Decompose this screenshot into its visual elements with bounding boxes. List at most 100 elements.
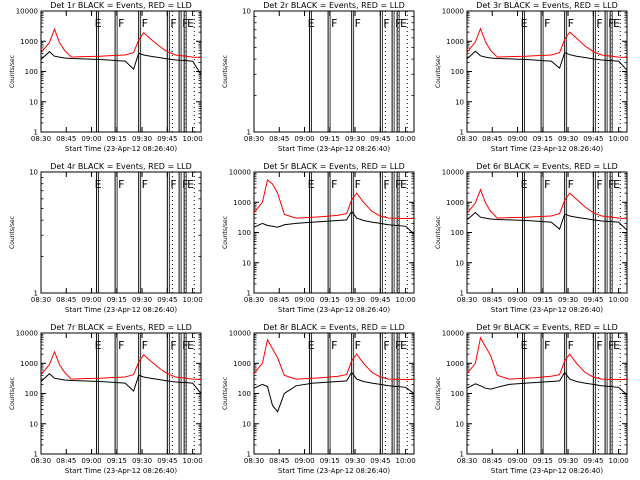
y-tick-label: 10 xyxy=(242,420,251,428)
x-axis-label: Start Time (23-Apr-12 08:26:40) xyxy=(278,145,390,153)
x-tick-label: 09:45 xyxy=(583,457,603,465)
x-tick-label: 08:30 xyxy=(457,457,477,465)
y-axis-label: Counts/sec xyxy=(435,55,442,88)
y-tick-label: 1000 xyxy=(233,199,251,207)
flag-letter: F xyxy=(383,17,389,30)
flag-letter: F xyxy=(568,339,574,352)
flag-letter: E xyxy=(95,339,102,352)
x-tick-label: 08:45 xyxy=(56,457,76,465)
panel-title: Det 1r BLACK = Events, RED = LLD xyxy=(50,1,192,10)
x-tick-label: 09:15 xyxy=(107,296,127,304)
flag-letter: E xyxy=(521,339,528,352)
y-tick-label: 1 xyxy=(34,451,38,459)
x-tick-label: 09:15 xyxy=(107,457,127,465)
flag-letter: F xyxy=(142,339,148,352)
x-axis-label: Start Time (23-Apr-12 08:26:40) xyxy=(65,306,177,314)
flag-letter: F xyxy=(395,17,401,30)
flag-letter: F xyxy=(544,17,550,30)
x-tick-label: 08:30 xyxy=(244,296,264,304)
series-lld-line xyxy=(40,27,202,58)
y-tick-label: 10000 xyxy=(442,8,464,16)
y-tick-label: 1 xyxy=(247,451,251,459)
y-tick-label: 10 xyxy=(455,420,464,428)
flag-letter: E xyxy=(95,178,102,191)
x-tick-label: 09:15 xyxy=(320,296,340,304)
flag-letter: E xyxy=(308,17,315,30)
x-axis-label: Start Time (23-Apr-12 08:26:40) xyxy=(491,467,603,475)
y-tick-label: 100 xyxy=(451,390,464,398)
y-tick-label: 10 xyxy=(29,98,38,106)
x-tick-label: 08:30 xyxy=(244,135,264,143)
y-tick-label: 100 xyxy=(238,229,251,237)
x-axis-label: Start Time (23-Apr-12 08:26:40) xyxy=(491,145,603,153)
y-axis-label: Counts/sec xyxy=(9,55,16,88)
y-tick-label: 10000 xyxy=(229,330,251,338)
x-tick-label: 08:45 xyxy=(482,296,502,304)
panel-title: Det 9r BLACK = Events, RED = LLD xyxy=(476,323,618,332)
y-tick-label: 1 xyxy=(460,290,464,298)
x-tick-label: 10:00 xyxy=(608,457,628,465)
flag-letter: F xyxy=(383,339,389,352)
x-tick-label: 09:30 xyxy=(132,296,152,304)
x-tick-label: 09:45 xyxy=(583,296,603,304)
flag-letter: F xyxy=(355,339,361,352)
x-axis-label: Start Time (23-Apr-12 08:26:40) xyxy=(65,145,177,153)
panel-title: Det 3r BLACK = Events, RED = LLD xyxy=(476,1,618,10)
y-tick-label: 10 xyxy=(242,8,251,16)
series-events-line xyxy=(40,373,202,394)
x-tick-label: 08:30 xyxy=(31,296,51,304)
flag-letter: F xyxy=(596,17,602,30)
x-tick-label: 09:45 xyxy=(157,296,177,304)
flag-letter: F xyxy=(170,17,176,30)
x-tick-label: 09:00 xyxy=(294,457,314,465)
x-tick-label: 09:00 xyxy=(294,135,314,143)
series-events-line xyxy=(466,50,628,71)
x-tick-label: 10:00 xyxy=(395,457,415,465)
x-tick-label: 09:15 xyxy=(533,296,553,304)
x-axis-label: Start Time (23-Apr-12 08:26:40) xyxy=(491,306,603,314)
y-tick-label: 1000 xyxy=(20,38,38,46)
panel-det-4: Det 4r BLACK = Events, RED = LLD Counts/s… xyxy=(9,162,203,314)
flag-letter: E xyxy=(613,178,620,191)
flag-letter: F xyxy=(395,178,401,191)
flag-letter: E xyxy=(613,339,620,352)
x-tick-label: 08:30 xyxy=(244,457,264,465)
y-axis-label: Counts/sec xyxy=(9,216,16,249)
x-tick-label: 10:00 xyxy=(395,135,415,143)
x-tick-label: 09:30 xyxy=(558,135,578,143)
series-events-line xyxy=(466,371,628,396)
x-tick-label: 09:15 xyxy=(533,457,553,465)
y-tick-label: 10000 xyxy=(442,169,464,177)
x-tick-label: 09:30 xyxy=(558,457,578,465)
x-tick-label: 10:00 xyxy=(608,135,628,143)
y-tick-label: 10000 xyxy=(229,169,251,177)
y-tick-label: 1000 xyxy=(446,38,464,46)
flag-letter: F xyxy=(596,178,602,191)
x-tick-label: 09:30 xyxy=(345,457,365,465)
x-tick-label: 09:30 xyxy=(132,135,152,143)
series-lld-line xyxy=(466,336,627,380)
x-tick-label: 10:00 xyxy=(182,296,202,304)
x-tick-label: 09:00 xyxy=(507,296,527,304)
y-tick-label: 1000 xyxy=(446,199,464,207)
flag-letter: F xyxy=(118,178,124,191)
y-tick-label: 10000 xyxy=(16,330,38,338)
panel-det-6: Det 6r BLACK = Events, RED = LLD Counts/s… xyxy=(435,162,629,314)
flag-letter: F xyxy=(331,339,337,352)
flag-letter: F xyxy=(544,178,550,191)
y-tick-label: 10 xyxy=(29,169,38,177)
flag-letter: E xyxy=(400,17,407,30)
x-tick-label: 08:45 xyxy=(482,457,502,465)
panel-title: Det 4r BLACK = Events, RED = LLD xyxy=(50,162,192,171)
flag-letter: F xyxy=(596,339,602,352)
y-tick-label: 10000 xyxy=(16,8,38,16)
flag-letter: F xyxy=(608,339,614,352)
x-tick-label: 08:45 xyxy=(269,135,289,143)
flag-letter: F xyxy=(142,178,148,191)
y-tick-label: 100 xyxy=(451,68,464,76)
y-tick-label: 10 xyxy=(29,420,38,428)
x-tick-label: 08:30 xyxy=(31,457,51,465)
y-tick-label: 100 xyxy=(238,390,251,398)
series-events-line xyxy=(253,210,415,235)
panel-title: Det 5r BLACK = Events, RED = LLD xyxy=(263,162,405,171)
